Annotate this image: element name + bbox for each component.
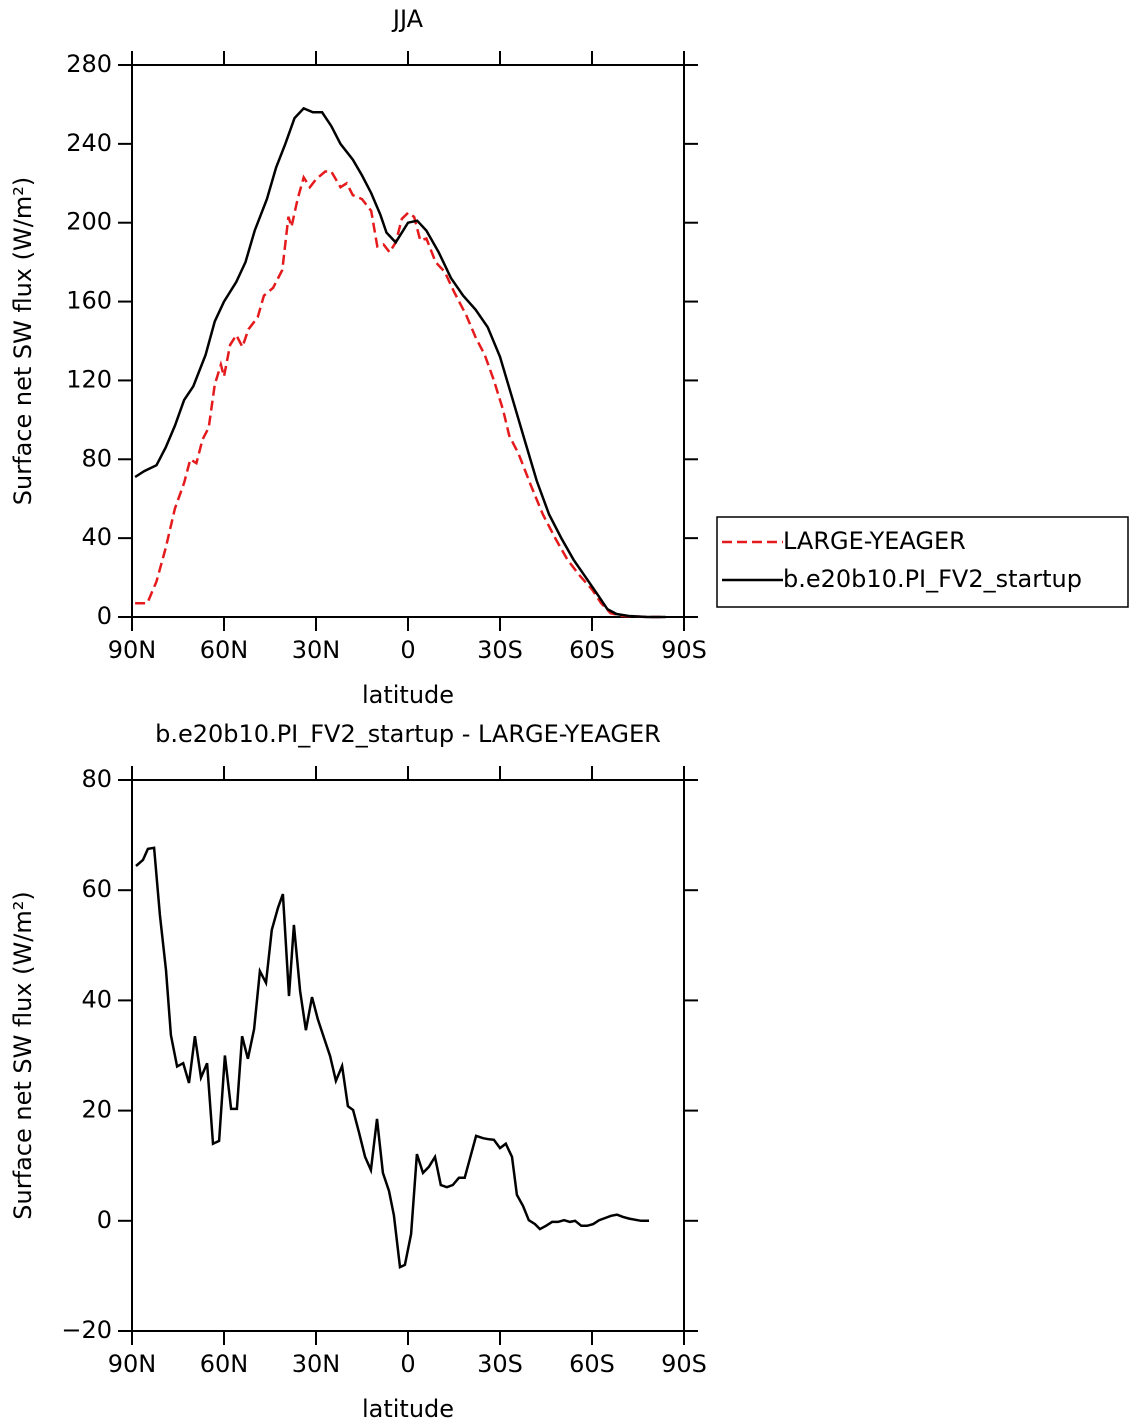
legend-label: LARGE-YEAGER <box>783 527 966 555</box>
x-tick-label: 60S <box>569 636 615 664</box>
x-tick-label: 30N <box>292 636 341 664</box>
y-tick-label: 0 <box>97 1206 112 1234</box>
x-tick-label: 60N <box>200 1350 249 1378</box>
y-tick-label: −20 <box>61 1316 112 1344</box>
y-tick-label: 40 <box>81 523 112 551</box>
data-line <box>134 106 666 619</box>
legend-label: b.e20b10.PI_FV2_startup <box>783 565 1082 593</box>
y-tick-label: 80 <box>81 765 112 793</box>
data-line <box>135 846 649 1269</box>
x-tick-label: 90N <box>108 1350 157 1378</box>
chart-title: b.e20b10.PI_FV2_startup - LARGE-YEAGER <box>155 720 661 748</box>
y-tick-label: 200 <box>66 208 112 236</box>
x-axis-label: latitude <box>362 1395 454 1423</box>
y-tick-label: 0 <box>97 602 112 630</box>
x-tick-label: 90S <box>661 1350 707 1378</box>
y-tick-label: 280 <box>66 50 112 78</box>
x-tick-label: 60N <box>200 636 249 664</box>
legend-box <box>716 516 1129 608</box>
chart-title: JJA <box>391 5 424 33</box>
y-tick-label: 40 <box>81 985 112 1013</box>
plot-frame <box>131 64 685 618</box>
data-line <box>135 170 666 619</box>
y-tick-label: 120 <box>66 365 112 393</box>
y-tick-label: 20 <box>81 1096 112 1124</box>
y-tick-label: 240 <box>66 129 112 157</box>
x-tick-label: 90S <box>661 636 707 664</box>
x-tick-label: 90N <box>108 636 157 664</box>
y-axis-label: Surface net SW flux (W/m²) <box>9 891 37 1219</box>
y-tick-label: 160 <box>66 287 112 315</box>
x-tick-label: 30N <box>292 1350 341 1378</box>
x-axis-label: latitude <box>362 681 454 709</box>
y-axis-label: Surface net SW flux (W/m²) <box>9 177 37 505</box>
x-tick-label: 30S <box>477 636 523 664</box>
y-tick-label: 80 <box>81 444 112 472</box>
x-tick-label: 0 <box>400 636 415 664</box>
x-tick-label: 60S <box>569 1350 615 1378</box>
x-tick-label: 30S <box>477 1350 523 1378</box>
x-tick-label: 0 <box>400 1350 415 1378</box>
y-tick-label: 60 <box>81 875 112 903</box>
